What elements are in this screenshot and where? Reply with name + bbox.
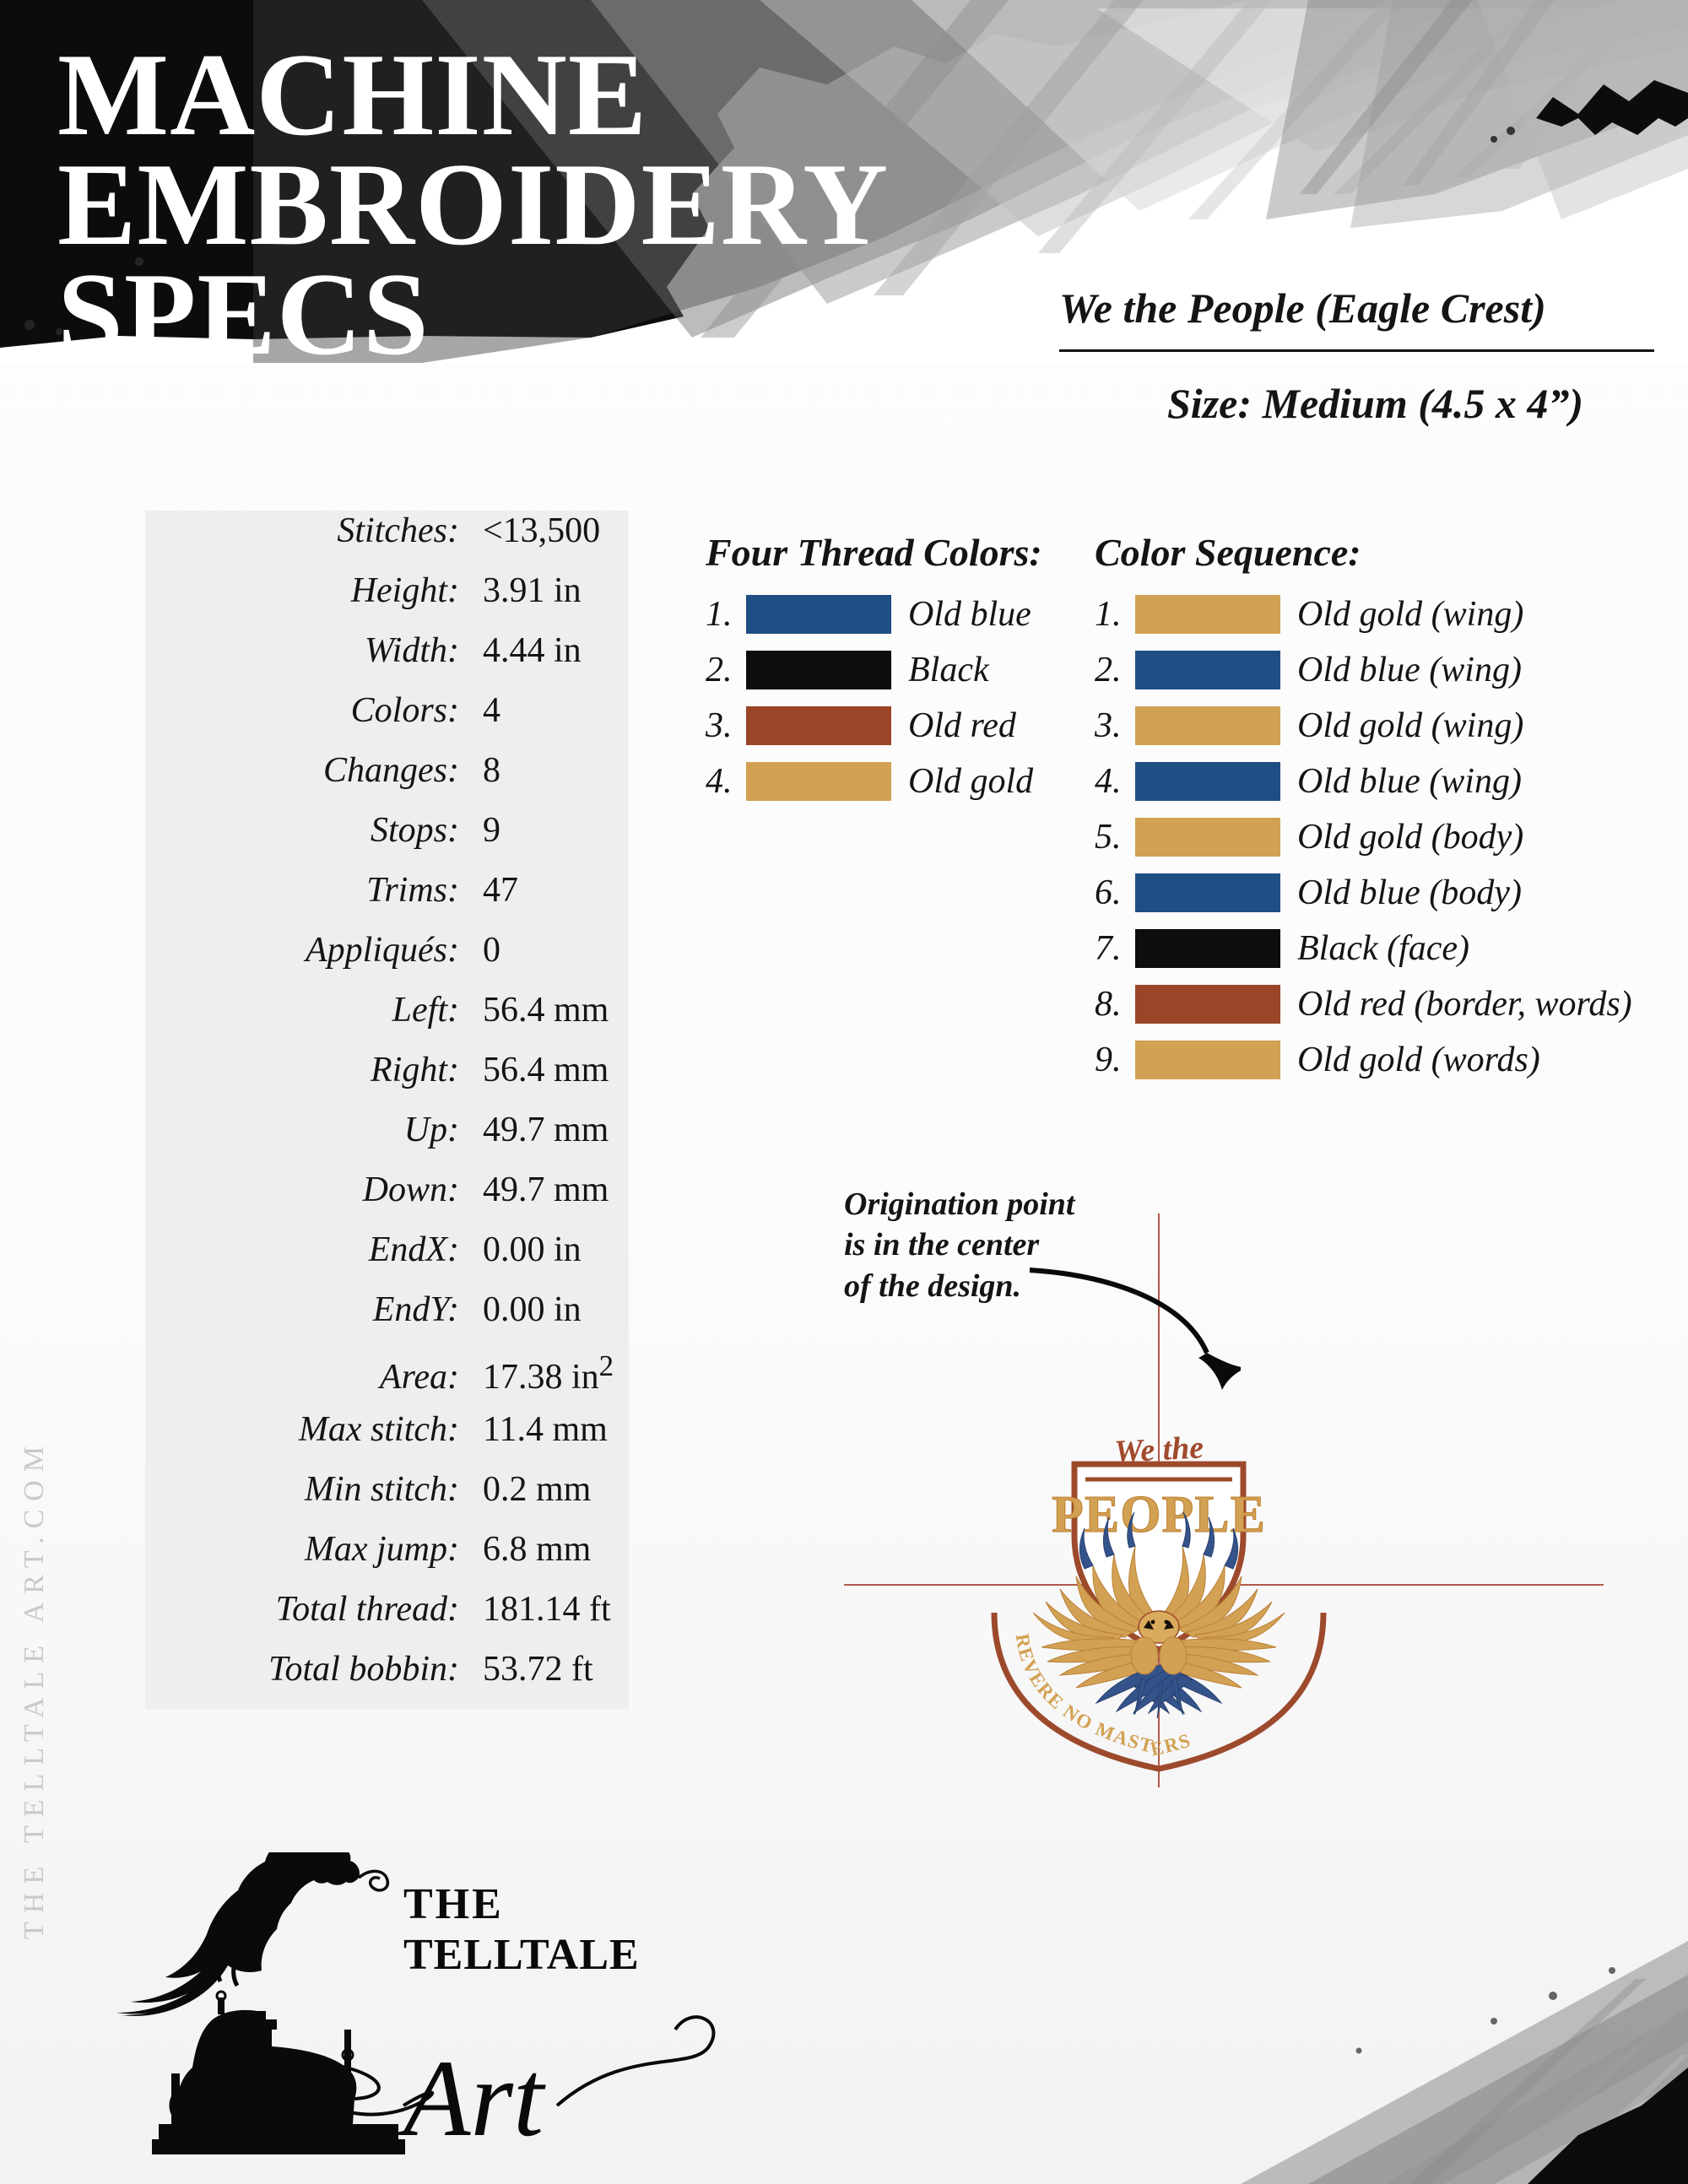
svg-text:We the: We the bbox=[1113, 1435, 1204, 1470]
svg-text:TELLTALE: TELLTALE bbox=[403, 1931, 640, 1979]
svg-text:Art: Art bbox=[397, 2038, 546, 2160]
svg-text:THE: THE bbox=[403, 1880, 504, 1928]
